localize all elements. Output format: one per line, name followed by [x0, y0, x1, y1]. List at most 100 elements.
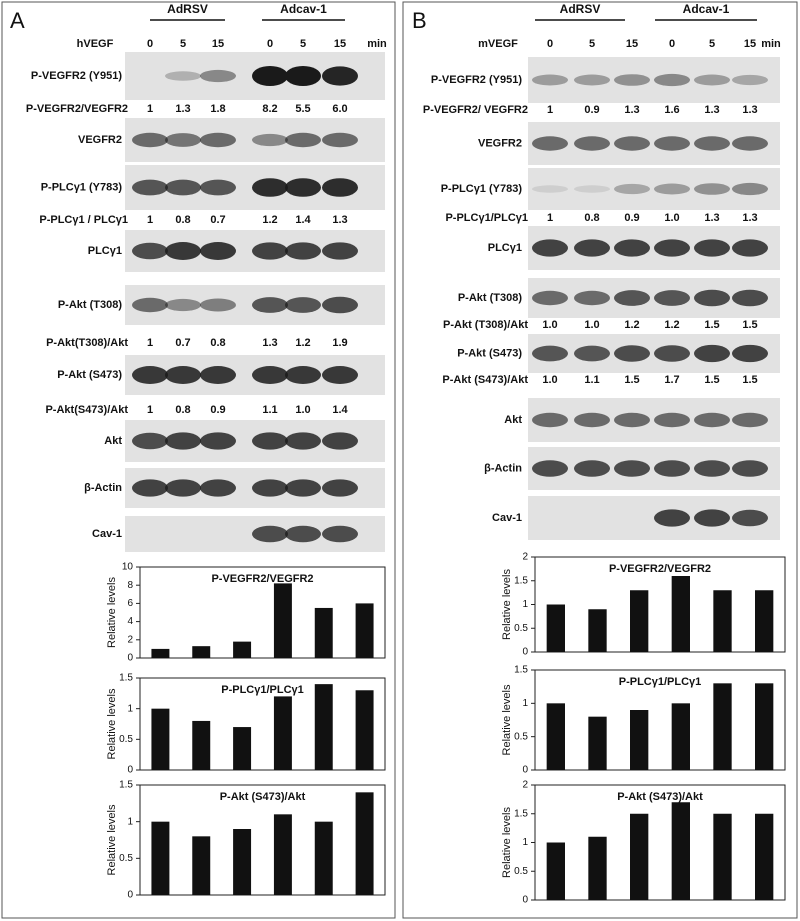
- bar: [192, 836, 211, 895]
- blot-band: [252, 66, 288, 86]
- bar: [151, 708, 170, 770]
- chart-title: P-Akt (S473)/Akt: [617, 791, 703, 803]
- blot-band: [694, 460, 730, 477]
- y-tick-label: 1.5: [514, 808, 528, 819]
- y-axis-title: Relative levels: [501, 569, 513, 640]
- chart-title: P-VEGFR2/VEGFR2: [211, 573, 313, 585]
- blot-band: [574, 412, 610, 428]
- bar: [273, 696, 292, 770]
- ratio-value: 0.8: [175, 404, 190, 416]
- bar: [755, 590, 774, 652]
- blot-band: [285, 132, 321, 148]
- blot-band: [200, 366, 236, 384]
- ratio-value: 1.4: [295, 214, 311, 226]
- ratio-label: P-Akt (T308)/Akt: [443, 319, 528, 331]
- blot-band: [132, 242, 168, 260]
- bar: [151, 648, 170, 658]
- chart-title: P-Akt (S473)/Akt: [220, 791, 306, 803]
- blot-band: [532, 290, 568, 306]
- bar: [355, 792, 374, 895]
- blot-band: [165, 133, 201, 147]
- bar: [546, 604, 565, 652]
- panel-frame: [402, 1, 798, 919]
- ratio-label: P-VEGFR2/ VEGFR2: [423, 104, 528, 116]
- y-tick-label: 6: [127, 598, 133, 609]
- ratio-value: 1.3: [332, 214, 347, 226]
- plot-frame: [534, 784, 786, 901]
- blot-label: PLCγ1: [488, 242, 522, 254]
- blot-label: P-Akt (S473): [457, 347, 522, 359]
- blot-label: Cav-1: [92, 528, 122, 540]
- bar: [192, 720, 211, 770]
- blot-band: [654, 509, 690, 527]
- bar: [713, 813, 732, 900]
- bar: [630, 590, 649, 652]
- blot-label: P-PLCγ1 (Y783): [441, 183, 523, 195]
- blot-band: [694, 239, 730, 257]
- ratio-value: 1: [147, 214, 153, 226]
- bar: [233, 641, 252, 658]
- blot-band: [574, 74, 610, 86]
- plot-frame: [139, 566, 386, 659]
- y-tick-label: 8: [127, 580, 133, 591]
- time-label: 15: [626, 38, 638, 50]
- ratio-value: 1.5: [704, 374, 719, 386]
- blot-band: [614, 412, 650, 428]
- blot-band: [574, 290, 610, 306]
- blot-band: [200, 479, 236, 497]
- bar: [755, 683, 774, 770]
- blot-band: [654, 183, 690, 195]
- time-label: 15: [334, 38, 346, 50]
- y-tick-label: 0: [127, 653, 133, 664]
- ratio-label: P-Akt (S473)/Akt: [442, 374, 528, 386]
- blot-label: β-Actin: [84, 482, 122, 494]
- treatment-label: hVEGF: [77, 38, 114, 50]
- y-tick-label: 0: [522, 647, 528, 658]
- blot-band: [654, 136, 690, 151]
- blot-band: [732, 239, 768, 257]
- blot-band: [694, 344, 730, 363]
- blot-band: [532, 345, 568, 362]
- ratio-value: 1.5: [624, 374, 639, 386]
- y-tick-label: 1.5: [514, 665, 528, 676]
- group-label: Adcav-1: [683, 2, 730, 16]
- ratio-value: 1.0: [542, 374, 557, 386]
- blot-band: [532, 460, 568, 477]
- blot-band: [322, 479, 358, 497]
- y-tick-label: 2: [522, 552, 528, 563]
- blot-band: [132, 179, 168, 196]
- y-axis-title: Relative levels: [106, 804, 118, 875]
- blot-band: [574, 345, 610, 362]
- blot: [528, 168, 780, 210]
- blot-band: [200, 69, 236, 83]
- time-label: 5: [180, 38, 186, 50]
- ratio-value: 0.9: [210, 404, 225, 416]
- blot-band: [614, 136, 650, 151]
- blot-band: [285, 297, 321, 313]
- time-label: 5: [709, 38, 715, 50]
- ratio-value: 0.8: [584, 212, 599, 224]
- blot-label: Cav-1: [492, 512, 522, 524]
- group-label: AdRSV: [560, 2, 601, 16]
- time-label: 15: [212, 38, 224, 50]
- ratio-value: 1: [547, 104, 553, 116]
- blot-band: [285, 525, 321, 543]
- ratio-value: 1.5: [704, 319, 719, 331]
- blot-band: [165, 242, 201, 260]
- blot-band: [654, 290, 690, 306]
- bar: [233, 727, 252, 770]
- y-tick-label: 2: [522, 780, 528, 791]
- blot-band: [614, 345, 650, 362]
- time-label: 0: [267, 38, 273, 50]
- y-tick-label: 1: [522, 698, 528, 709]
- blot-band: [132, 366, 168, 384]
- blot-band: [165, 298, 201, 312]
- group-label: AdRSV: [167, 2, 208, 16]
- y-tick-label: 0.5: [119, 853, 133, 864]
- blot-band: [165, 179, 201, 196]
- blot-band: [732, 509, 768, 527]
- ratio-value: 5.5: [295, 103, 310, 115]
- time-label: 5: [589, 38, 595, 50]
- blot-band: [574, 239, 610, 257]
- blot-band: [165, 432, 201, 450]
